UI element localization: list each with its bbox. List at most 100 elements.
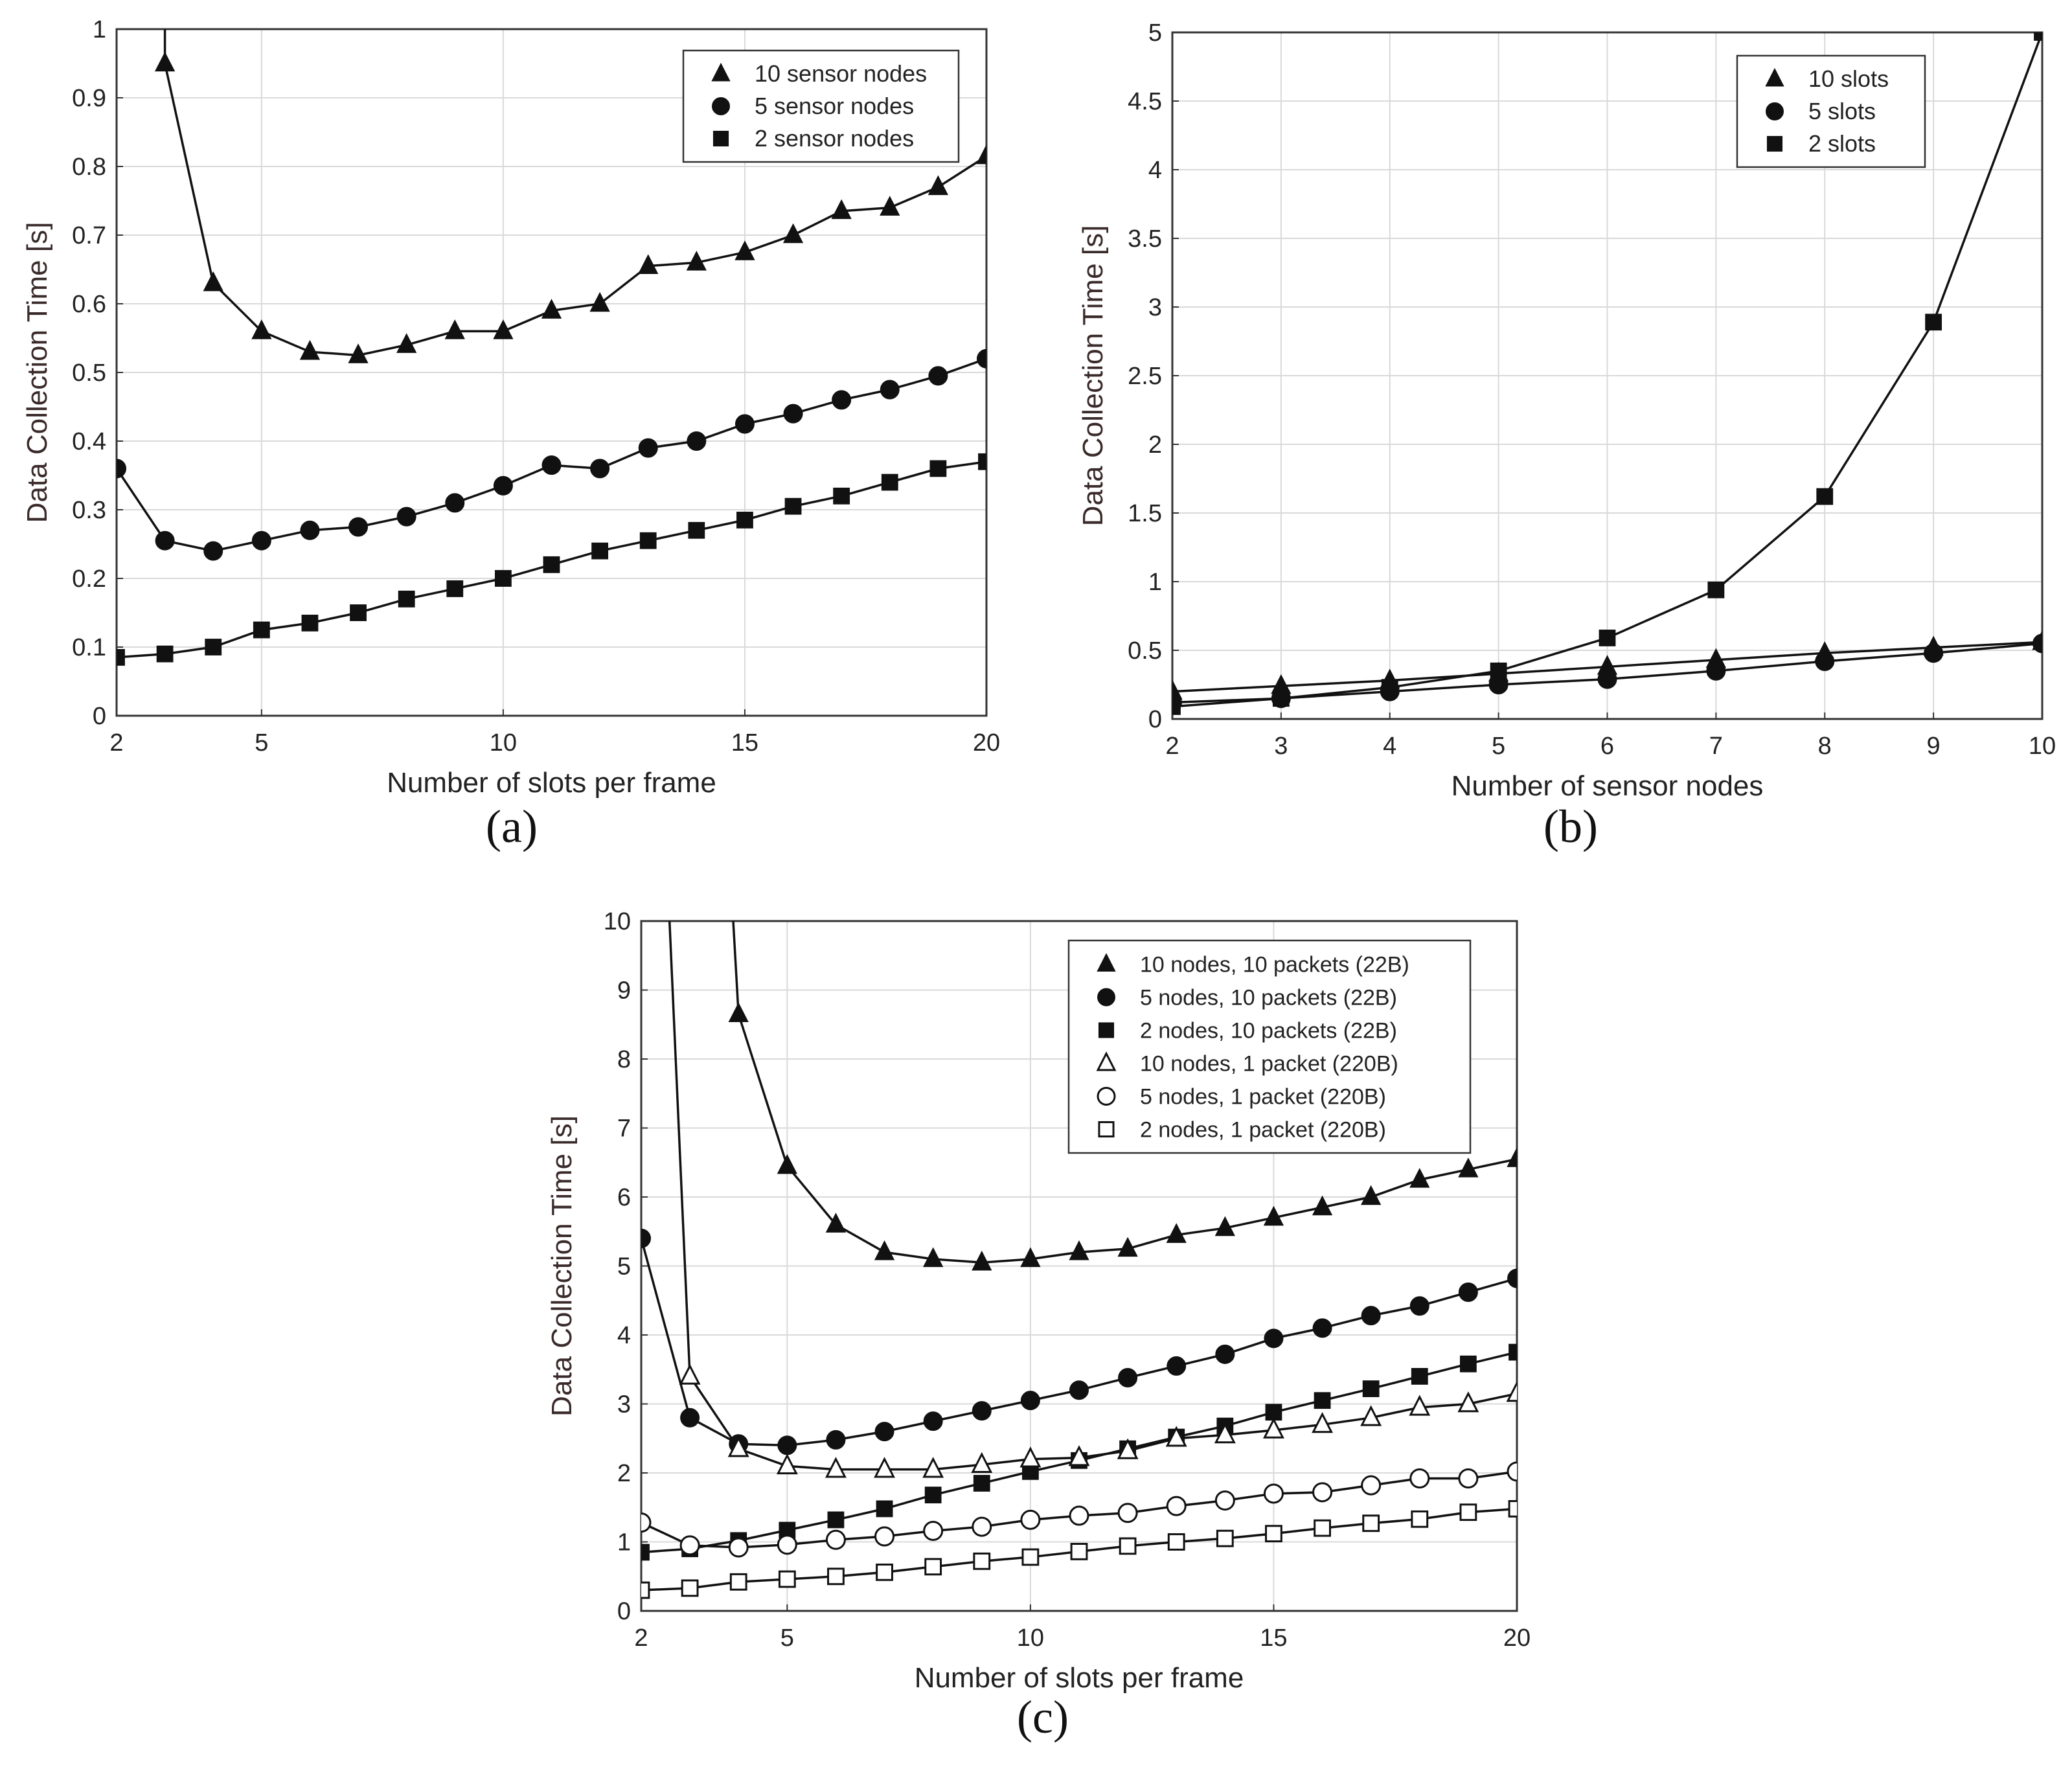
- y-tick-label: 10: [604, 908, 631, 935]
- data-point: [1069, 1240, 1089, 1260]
- data-point: [929, 460, 947, 477]
- series-10-sensor-nodes: [154, 29, 986, 363]
- legend: 10 slots 5 slots 2 slots: [1736, 54, 1926, 168]
- data-point: [832, 390, 852, 410]
- data-point: [825, 1457, 847, 1478]
- data-point: [1507, 1268, 1517, 1288]
- data-point: [396, 333, 417, 353]
- legend: 10 sensor nodes 5 sensor nodes 2 sensor no…: [682, 49, 960, 163]
- data-point: [117, 649, 125, 666]
- data-point: [729, 1573, 747, 1591]
- data-point: [924, 1487, 942, 1503]
- y-axis-label: Data Collection Time [s]: [21, 222, 53, 523]
- data-point: [1265, 1525, 1282, 1543]
- series-5-nodes-10-packets-22b-: [641, 1228, 1517, 1455]
- legend-marker: [1097, 953, 1116, 972]
- data-point: [825, 1529, 846, 1550]
- data-point: [972, 1516, 992, 1537]
- y-tick-label: 9: [617, 977, 631, 1005]
- data-point: [251, 319, 272, 339]
- data-point: [117, 459, 126, 479]
- legend-marker: [711, 62, 731, 82]
- x-tick-label: 6: [1600, 733, 1614, 760]
- series-10-nodes-10-packets-22b-: [728, 921, 1517, 1271]
- legend-label: 5 nodes, 10 packets (22B): [1140, 986, 1397, 1010]
- data-point: [1411, 1510, 1429, 1528]
- data-point: [1362, 1380, 1380, 1397]
- data-point: [1264, 1328, 1284, 1349]
- y-axis-label: Data Collection Time [s]: [1077, 225, 1109, 527]
- data-point: [641, 1544, 650, 1561]
- series-5-nodes-1-packet-220b-: [641, 1461, 1517, 1558]
- series-5-sensor-nodes: [117, 348, 986, 561]
- data-point: [300, 520, 320, 540]
- data-point: [1507, 1147, 1517, 1167]
- data-point: [876, 1563, 893, 1581]
- data-point: [494, 570, 512, 587]
- data-point: [1020, 1509, 1041, 1530]
- data-point: [1165, 1426, 1187, 1447]
- data-point: [1216, 1529, 1234, 1547]
- data-point: [1459, 1355, 1477, 1373]
- data-point: [736, 512, 753, 529]
- data-point: [1314, 1519, 1331, 1537]
- y-tick-label: 4: [617, 1322, 631, 1349]
- y-tick-label: 5: [1148, 19, 1162, 47]
- data-point: [688, 521, 705, 539]
- data-point: [1707, 581, 1725, 598]
- legend-box: [1067, 939, 1472, 1154]
- data-point: [928, 366, 948, 386]
- data-point: [299, 339, 321, 360]
- data-point: [1214, 1422, 1236, 1444]
- data-point: [1312, 1412, 1334, 1433]
- legend-label: 2 nodes, 1 packet (220B): [1140, 1118, 1386, 1143]
- legend-label: 5 slots: [1808, 98, 1876, 124]
- data-point: [679, 1363, 701, 1385]
- data-point: [396, 507, 416, 527]
- x-tick-label: 10: [2029, 733, 2056, 760]
- data-point: [1458, 1468, 1479, 1489]
- data-point: [680, 1408, 700, 1428]
- data-point: [590, 459, 610, 479]
- y-tick-label: 3: [1148, 294, 1162, 321]
- data-point: [205, 639, 222, 655]
- data-point: [728, 1537, 749, 1558]
- data-point: [681, 1579, 699, 1597]
- data-point: [641, 1512, 652, 1533]
- data-point: [1409, 1468, 1430, 1489]
- x-tick-label: 9: [1927, 733, 1941, 760]
- series-line: [117, 358, 986, 553]
- x-tick-label: 5: [1492, 733, 1505, 760]
- data-point: [973, 1475, 990, 1492]
- data-point: [973, 1552, 991, 1570]
- data-point: [1167, 1533, 1185, 1551]
- data-point: [444, 319, 465, 339]
- legend-marker: [1096, 1051, 1117, 1071]
- plot-area: [117, 29, 986, 666]
- data-point: [348, 343, 369, 363]
- data-point: [154, 51, 176, 72]
- data-point: [638, 438, 658, 458]
- data-point: [541, 455, 562, 475]
- data-point: [1262, 1417, 1284, 1439]
- legend-label: 10 slots: [1808, 65, 1889, 92]
- plot-area: [641, 921, 1517, 1599]
- y-tick-label: 8: [617, 1046, 631, 1073]
- legend-marker: [1097, 988, 1115, 1007]
- chart-panel-a: 2 5 10 15 20 0 0.1 0.2 0.3 0.4 0.5 0.6 0.7 0.8 0.9 1 Num…: [21, 16, 1000, 852]
- legend-label: 10 sensor nodes: [755, 60, 927, 87]
- data-point: [1068, 1445, 1090, 1466]
- data-point: [1508, 1343, 1517, 1361]
- series-2-sensor-nodes: [117, 453, 986, 666]
- data-point: [348, 517, 369, 537]
- data-point: [203, 271, 223, 291]
- data-point: [493, 319, 514, 339]
- y-tick-label: 0: [93, 703, 106, 730]
- data-point: [445, 493, 465, 513]
- legend-label: 2 nodes, 10 packets (22B): [1140, 1019, 1397, 1043]
- data-point: [1925, 313, 1942, 331]
- data-point: [978, 453, 986, 470]
- x-axis-label: Number of sensor nodes: [1452, 770, 1764, 802]
- legend-marker: [1765, 67, 1784, 87]
- data-point: [1597, 669, 1617, 689]
